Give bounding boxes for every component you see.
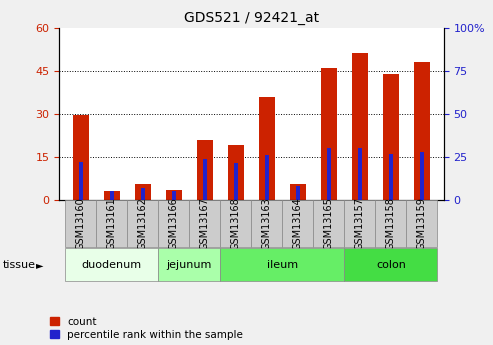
- Bar: [141, 188, 145, 200]
- Bar: [73, 115, 89, 200]
- Bar: [314, 200, 345, 247]
- Text: GSM13157: GSM13157: [355, 197, 365, 250]
- Bar: [220, 248, 345, 281]
- Bar: [127, 200, 158, 247]
- Bar: [203, 159, 207, 200]
- Bar: [265, 155, 269, 200]
- Bar: [327, 148, 331, 200]
- Text: colon: colon: [376, 260, 406, 270]
- Text: ileum: ileum: [267, 260, 298, 270]
- Text: GSM13163: GSM13163: [262, 197, 272, 250]
- Bar: [383, 73, 399, 200]
- Bar: [345, 248, 437, 281]
- Bar: [158, 248, 220, 281]
- Text: GSM13168: GSM13168: [231, 197, 241, 250]
- Bar: [345, 200, 376, 247]
- Legend: count, percentile rank within the sample: count, percentile rank within the sample: [50, 317, 243, 340]
- Bar: [220, 200, 251, 247]
- Text: GSM13159: GSM13159: [417, 197, 427, 250]
- Bar: [234, 163, 238, 200]
- Text: duodenum: duodenum: [82, 260, 142, 270]
- Bar: [296, 186, 300, 200]
- Bar: [96, 200, 127, 247]
- Text: GSM13166: GSM13166: [169, 197, 179, 250]
- Bar: [135, 184, 151, 200]
- Bar: [358, 148, 362, 200]
- Text: GSM13160: GSM13160: [76, 197, 86, 250]
- Bar: [189, 200, 220, 247]
- Text: GSM13165: GSM13165: [324, 197, 334, 250]
- Bar: [104, 191, 120, 200]
- Text: GSM13164: GSM13164: [293, 197, 303, 250]
- Bar: [197, 140, 212, 200]
- Bar: [376, 200, 407, 247]
- Bar: [66, 200, 96, 247]
- Bar: [407, 200, 437, 247]
- Bar: [172, 191, 176, 200]
- Text: GSM13167: GSM13167: [200, 197, 210, 250]
- Bar: [321, 68, 337, 200]
- Text: tissue: tissue: [2, 260, 35, 270]
- Title: GDS521 / 92421_at: GDS521 / 92421_at: [184, 11, 319, 25]
- Bar: [420, 152, 424, 200]
- Text: ►: ►: [36, 260, 43, 270]
- Bar: [251, 200, 282, 247]
- Bar: [79, 162, 83, 200]
- Bar: [282, 200, 314, 247]
- Bar: [352, 53, 368, 200]
- Bar: [158, 200, 189, 247]
- Text: jejunum: jejunum: [167, 260, 212, 270]
- Bar: [66, 248, 158, 281]
- Bar: [389, 154, 393, 200]
- Bar: [228, 146, 244, 200]
- Text: GSM13158: GSM13158: [386, 197, 396, 250]
- Bar: [414, 62, 430, 200]
- Bar: [110, 191, 114, 200]
- Bar: [290, 184, 306, 200]
- Bar: [166, 190, 181, 200]
- Text: GSM13162: GSM13162: [138, 197, 148, 250]
- Text: GSM13161: GSM13161: [107, 197, 117, 250]
- Bar: [259, 97, 275, 200]
